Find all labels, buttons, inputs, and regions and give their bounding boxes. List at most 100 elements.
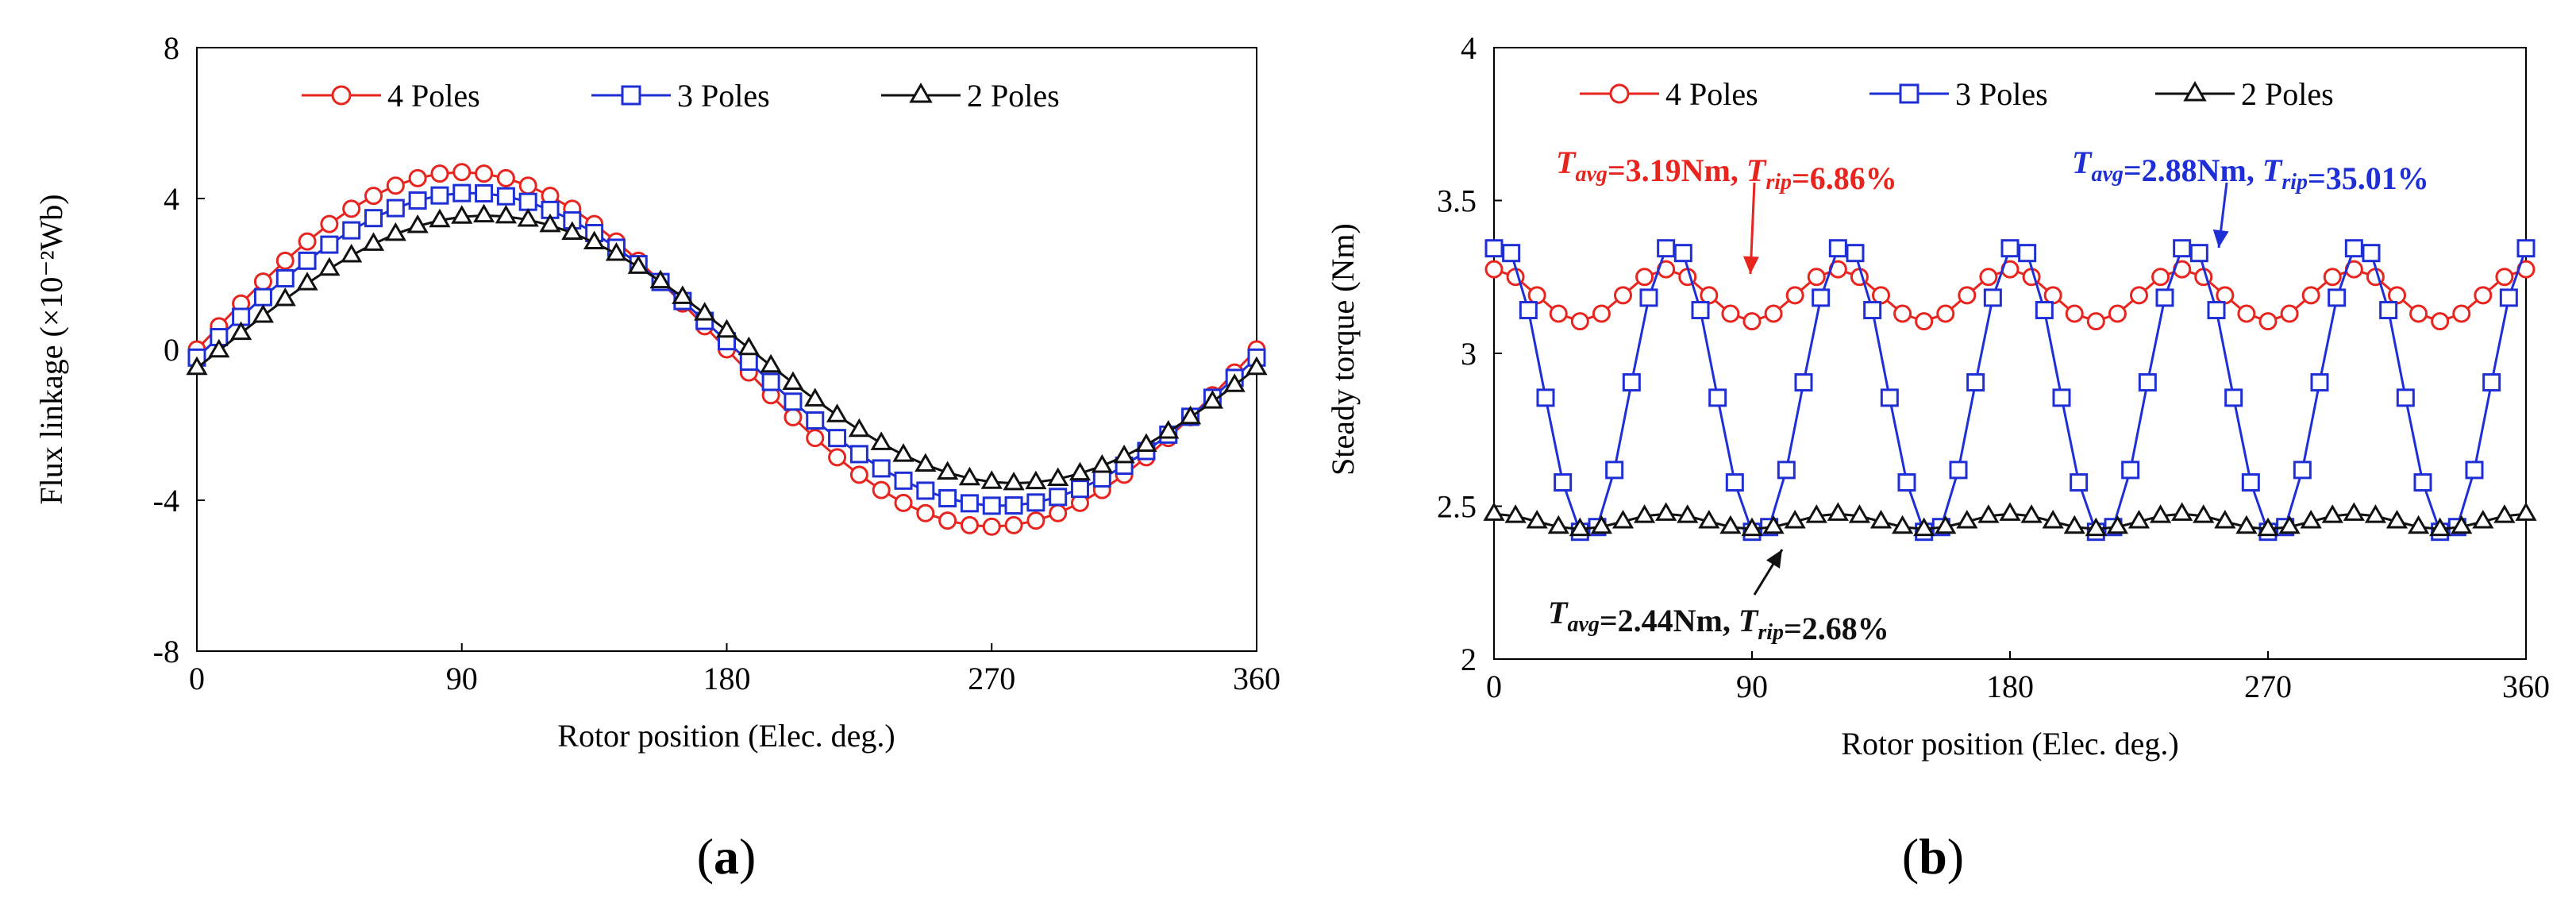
triangle-marker xyxy=(1135,433,1157,452)
triangle-marker xyxy=(909,83,933,103)
circle-marker xyxy=(275,251,295,270)
y-axis-label: Steady torque (Nm) xyxy=(1325,223,1361,476)
triangle-marker xyxy=(737,336,760,356)
annotation-part: =3.19Nm, xyxy=(1608,152,1746,188)
triangle-marker xyxy=(1025,470,1047,490)
triangle-marker xyxy=(2321,504,2343,523)
panel-caption-letter: b xyxy=(1919,828,1947,885)
square-marker xyxy=(518,192,537,211)
square-marker xyxy=(621,85,641,106)
square-marker xyxy=(1004,496,1023,515)
x-tick-label: 180 xyxy=(703,661,751,696)
square-marker xyxy=(2121,461,2140,480)
triangle-marker xyxy=(451,205,473,224)
circle-marker xyxy=(1592,304,1611,323)
square-marker xyxy=(1049,488,1068,507)
square-marker xyxy=(761,372,780,391)
square-marker xyxy=(2344,239,2363,258)
legend-label: 4 Poles xyxy=(387,78,480,114)
x-tick-label: 270 xyxy=(2244,669,2292,704)
square-marker xyxy=(1484,239,1504,258)
triangle-marker xyxy=(296,272,318,291)
square-marker xyxy=(1725,472,1744,492)
square-marker xyxy=(1026,493,1045,512)
square-marker xyxy=(2362,244,2381,263)
triangle-marker xyxy=(2214,509,2236,529)
square-marker xyxy=(1605,461,1624,480)
triangle-marker xyxy=(230,321,252,341)
square-marker xyxy=(1639,288,1658,307)
square-marker xyxy=(872,459,891,478)
legend-entry: 4 Poles xyxy=(302,78,480,114)
triangle-marker xyxy=(2493,504,2516,523)
circle-marker xyxy=(1958,286,1977,305)
circle-marker xyxy=(1785,286,1804,305)
annotation-part: T xyxy=(2072,145,2093,180)
square-marker xyxy=(2018,244,2037,263)
triangle-marker xyxy=(1590,515,1613,534)
triangle-marker xyxy=(2257,517,2279,537)
y-tick-label: 4 xyxy=(164,181,179,217)
x-tick-label: 0 xyxy=(189,661,205,696)
triangle-marker xyxy=(2020,504,2043,523)
circle-marker xyxy=(2086,312,2105,331)
triangle-marker xyxy=(1827,502,1849,521)
circle-marker xyxy=(1915,312,1934,331)
triangle-marker xyxy=(2149,504,2172,523)
triangle-marker xyxy=(1157,420,1180,439)
annotation-part: rip xyxy=(1758,620,1784,645)
x-tick-label: 270 xyxy=(968,661,1015,696)
square-marker xyxy=(253,287,272,307)
triangle-marker xyxy=(1762,515,1785,534)
y-tick-label: 4 xyxy=(1461,30,1477,66)
square-marker xyxy=(2224,388,2243,407)
circle-marker xyxy=(1527,286,1546,305)
triangle-marker xyxy=(2042,509,2064,529)
triangle-marker xyxy=(2106,515,2129,534)
square-marker xyxy=(1622,373,1641,392)
triangle-marker xyxy=(429,208,451,228)
legend-label: 3 Poles xyxy=(1955,76,2048,112)
triangle-marker xyxy=(848,418,870,438)
annotation-text: Tavg=3.19Nm, Trip=6.86% xyxy=(1556,145,1897,196)
triangle-marker xyxy=(804,388,826,407)
square-marker xyxy=(2465,461,2484,480)
x-axis-label: Rotor position (Elec. deg.) xyxy=(557,718,895,754)
y-tick-label: 0 xyxy=(164,332,179,368)
square-marker xyxy=(2482,373,2501,392)
triangle-marker xyxy=(2063,515,2085,534)
triangle-marker xyxy=(495,204,517,224)
triangle-marker xyxy=(914,453,937,472)
annotation-text: Tavg=2.88Nm, Trip=35.01% xyxy=(2072,145,2429,196)
circle-marker xyxy=(2216,286,2235,305)
legend-label: 2 Poles xyxy=(967,78,1060,114)
circle-marker xyxy=(2130,286,2148,305)
square-marker xyxy=(2396,388,2415,407)
triangle-marker xyxy=(1047,467,1069,486)
circle-marker xyxy=(1635,268,1654,287)
square-marker xyxy=(408,191,427,210)
y-tick-label: 2 xyxy=(1461,642,1477,677)
circle-marker xyxy=(806,429,825,448)
square-marker xyxy=(1519,301,1538,320)
triangle-marker xyxy=(2429,517,2451,537)
annotation-part: =2.88Nm, xyxy=(2124,152,2262,188)
triangle-marker xyxy=(2278,515,2301,534)
circle-marker xyxy=(2258,312,2278,331)
circle-marker xyxy=(496,168,515,187)
triangle-marker xyxy=(1719,515,1742,534)
legend-entry: 3 Poles xyxy=(591,78,770,114)
square-marker xyxy=(2293,461,2312,480)
x-tick-label: 360 xyxy=(1233,661,1280,696)
triangle-marker xyxy=(694,302,716,321)
triangle-marker xyxy=(1179,405,1202,425)
triangle-marker xyxy=(1003,471,1025,491)
square-marker xyxy=(894,471,913,490)
annotation-part: rip xyxy=(2281,170,2308,195)
square-marker xyxy=(2138,373,2157,392)
square-marker xyxy=(2189,244,2208,263)
x-axis-label: Rotor position (Elec. deg.) xyxy=(1841,726,2178,762)
triangle-marker xyxy=(627,255,649,274)
circle-marker xyxy=(331,85,352,106)
y-tick-label: 3.5 xyxy=(1437,183,1477,219)
